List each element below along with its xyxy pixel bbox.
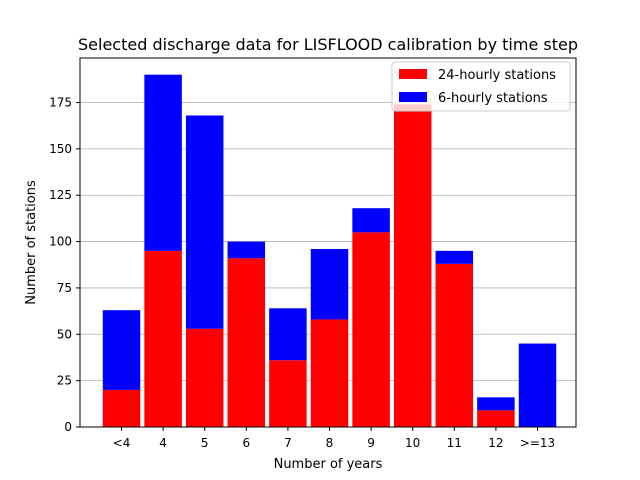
y-axis-label: Number of stations: [24, 180, 39, 305]
y-tick-label: 0: [64, 420, 72, 434]
y-tick-label: 75: [57, 281, 72, 295]
y-tick-label: 25: [57, 374, 72, 388]
legend-swatch-6-hourly: [399, 92, 427, 102]
x-tick-label: 12: [488, 436, 503, 450]
legend: 24-hourly stations 6-hourly stations: [391, 61, 571, 112]
x-tick-label: 7: [284, 436, 292, 450]
x-tick-label: 8: [326, 436, 334, 450]
legend-label-24-hourly: 24-hourly stations: [438, 68, 556, 83]
bar-6-hourly: [310, 248, 349, 320]
legend-label-6-hourly: 6-hourly stations: [438, 91, 548, 106]
x-tick-label: 5: [201, 436, 209, 450]
x-tick-label: 6: [242, 436, 250, 450]
bar-6-hourly: [144, 74, 182, 251]
bar-24-hourly: [310, 319, 349, 427]
bar-6-hourly: [227, 241, 266, 259]
plot-frame: [79, 57, 577, 428]
y-tick-label: 100: [49, 235, 72, 249]
bar-6-hourly: [102, 310, 141, 390]
x-tick-label: <4: [113, 436, 131, 450]
x-tick-label: 4: [159, 436, 167, 450]
bar-24-hourly: [393, 104, 432, 427]
bar-24-hourly: [435, 263, 474, 427]
x-tick-label: 10: [405, 436, 420, 450]
chart-title: Selected discharge data for LISFLOOD cal…: [78, 35, 578, 54]
bar-24-hourly: [477, 410, 515, 427]
bar-6-hourly: [269, 308, 307, 361]
bar-24-hourly: [352, 232, 390, 427]
y-axis-ticks: 0 25 50 75 100 125 150 175: [49, 96, 80, 434]
y-tick-label: 125: [49, 188, 72, 202]
bar-24-hourly: [102, 389, 141, 427]
y-tick-label: 150: [49, 142, 72, 156]
bar-6-hourly: [185, 115, 224, 329]
bar-6-hourly: [435, 250, 474, 264]
legend-box: [391, 61, 571, 112]
x-tick-label: >=13: [520, 436, 555, 450]
bars: [102, 74, 557, 427]
bar-6-hourly: [477, 397, 515, 411]
bar-24-hourly: [185, 328, 224, 427]
x-tick-label: 11: [447, 436, 462, 450]
y-tick-label: 50: [57, 327, 72, 341]
bar-24-hourly: [227, 258, 266, 427]
x-axis-label: Number of years: [274, 457, 383, 472]
bar-24-hourly: [144, 250, 182, 427]
legend-swatch-24-hourly: [399, 69, 427, 79]
y-tick-label: 175: [49, 96, 72, 110]
x-axis-ticks: <4 4 5 6 7 8 9 10 11 12 >=13: [113, 427, 555, 450]
bar-24-hourly: [269, 360, 307, 427]
bar-6-hourly: [518, 343, 557, 427]
x-tick-label: 9: [367, 436, 375, 450]
bar-6-hourly: [352, 208, 390, 233]
